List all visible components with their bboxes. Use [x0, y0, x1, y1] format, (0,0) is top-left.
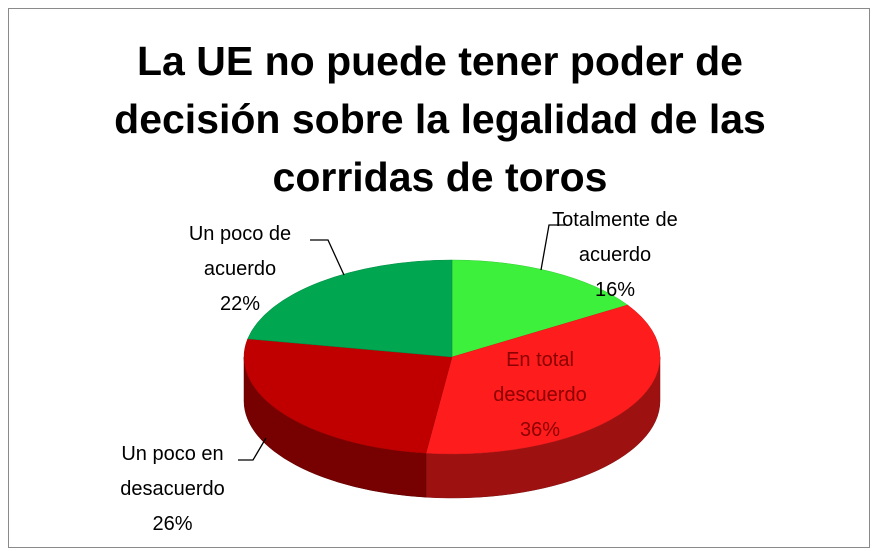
leader-line [310, 239, 345, 276]
value-label: 22% [219, 293, 261, 315]
category-label: Un poco en desacuerdo [120, 443, 225, 500]
data-label: Un poco de acuerdo 22% [170, 217, 310, 322]
chart-border [8, 8, 870, 548]
category-label: Un poco de acuerdo [188, 223, 292, 280]
chart-title: decisión sobre la legalidad de las [114, 96, 766, 142]
data-label: Un poco en desacuerdo 26% [100, 437, 245, 542]
pie-slice [451, 259, 629, 358]
leader-line [540, 224, 565, 271]
data-label: En total descuerdo 36% [475, 343, 605, 448]
chart-title: corridas de toros [272, 154, 608, 200]
category-label: En total descuerdo [493, 349, 587, 406]
value-label: 16% [594, 279, 636, 301]
value-label: 26% [152, 513, 193, 535]
data-label: Totalmente de acuerdo 16% [540, 203, 690, 308]
category-label: Totalmente de acuerdo [552, 209, 678, 266]
pie-slice [247, 259, 453, 358]
leader-line [238, 437, 267, 461]
pie-slice [425, 304, 661, 455]
value-label: 36% [519, 419, 561, 441]
pie-slice [243, 338, 453, 454]
chart-title: La UE no puede tener poder de [137, 38, 743, 84]
